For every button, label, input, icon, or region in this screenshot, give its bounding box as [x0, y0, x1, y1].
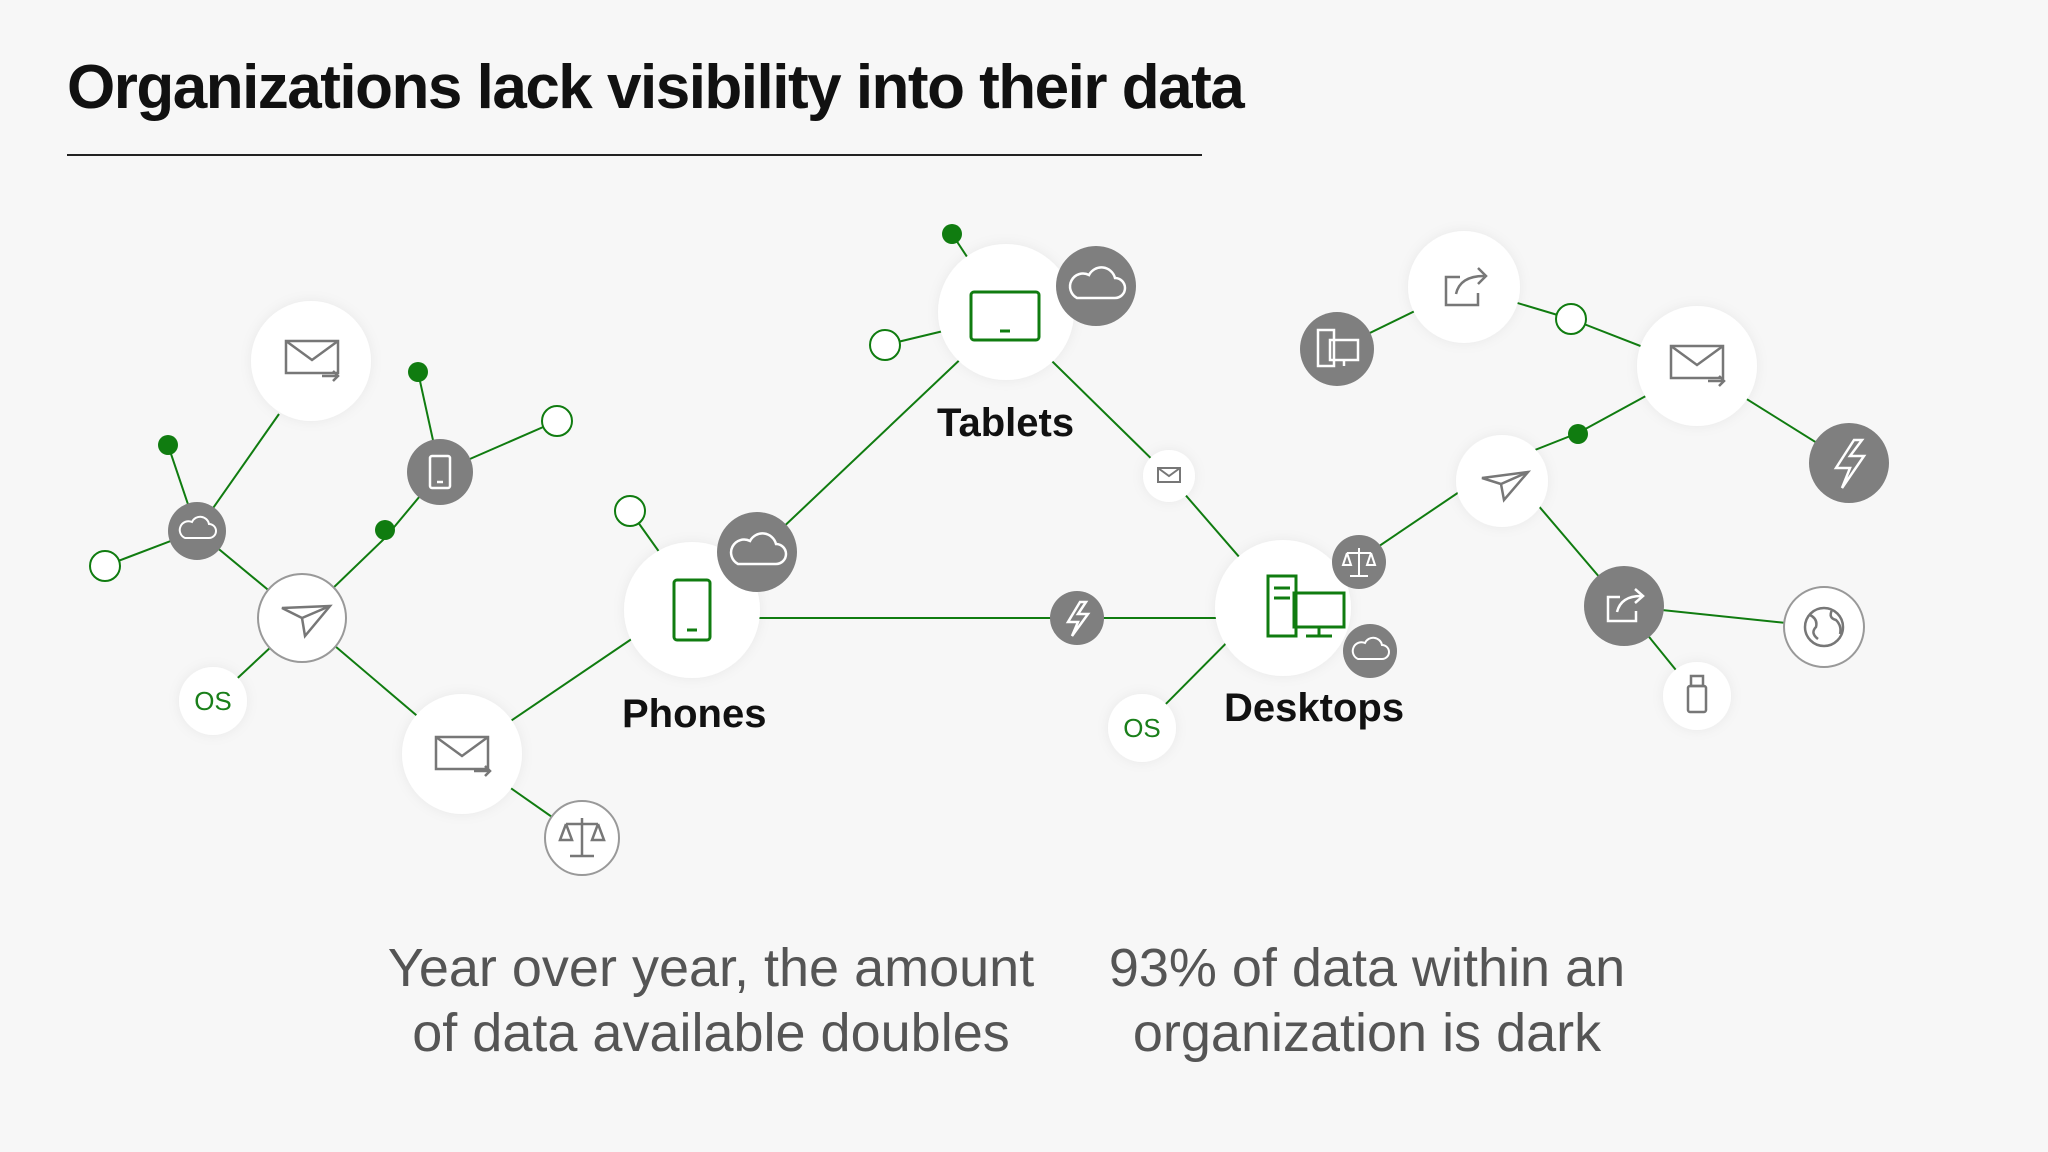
- stat-dark-data: 93% of data within an organization is da…: [1017, 936, 1717, 1066]
- cloud-icon: [178, 515, 217, 539]
- desktop-node-small: [1300, 312, 1374, 386]
- desktops-node: [1215, 540, 1351, 676]
- title-divider: [67, 154, 1202, 156]
- scales-icon: [558, 818, 606, 858]
- share-icon: [1444, 267, 1488, 307]
- desktop-icon: [1266, 574, 1346, 638]
- tablets-label: Tablets: [937, 401, 1075, 445]
- phone-icon: [672, 578, 712, 642]
- share-node-top: [1408, 231, 1520, 343]
- tablets-node: [938, 244, 1074, 380]
- stat-data-growth: Year over year, the amount of data avail…: [361, 936, 1061, 1066]
- usb-node: [1663, 662, 1731, 730]
- lightning-icon: [1833, 438, 1867, 489]
- desktops-label: Desktops: [1224, 686, 1405, 730]
- stat-line: of data available doubles: [412, 1003, 1010, 1063]
- phone-icon: [428, 454, 452, 490]
- lightning-node-right: [1809, 423, 1889, 503]
- tablet-icon: [969, 290, 1041, 342]
- hollow-dots: [89, 303, 1587, 582]
- os-label: OS: [194, 686, 232, 716]
- page-title: Organizations lack visibility into their…: [67, 53, 1245, 122]
- lightning-icon: [1065, 600, 1091, 637]
- os-node-right: [1108, 694, 1176, 762]
- share-node-gray: [1584, 566, 1664, 646]
- send-icon: [1481, 470, 1532, 503]
- send-icon: [281, 604, 333, 639]
- desktop-icon: [1316, 328, 1360, 368]
- hub-nodes: [179, 231, 1757, 814]
- cloud-node-tablets: [1056, 246, 1136, 326]
- mail-icon: [1157, 467, 1181, 483]
- globe-icon: [1803, 606, 1845, 648]
- share-icon: [1606, 588, 1645, 623]
- mail-icon: [434, 735, 492, 777]
- send-node-right: [1456, 435, 1548, 527]
- os-label: OS: [1123, 713, 1161, 743]
- mail-icon: [284, 339, 340, 382]
- cloud-icon: [729, 532, 788, 566]
- stat-line: 93% of data within an: [1108, 938, 1626, 998]
- mail-node-bottom: [402, 694, 522, 814]
- cloud-node-phones: [717, 512, 797, 592]
- cloud-node-desktops: [1343, 624, 1397, 678]
- cloud-icon: [1351, 636, 1390, 660]
- mail-icon: [1669, 344, 1726, 387]
- os-node-left: [179, 667, 247, 735]
- globe-node: [1783, 586, 1865, 668]
- gray-nodes: [168, 246, 1889, 678]
- phone-node-small: [407, 439, 473, 505]
- cloud-node-left: [168, 502, 226, 560]
- cloud-icon: [1068, 266, 1127, 300]
- scales-icon: [1341, 548, 1377, 577]
- usb-icon: [1686, 674, 1708, 714]
- green-dots: [158, 224, 1588, 540]
- phones-label: Phones: [622, 692, 767, 736]
- mail-node-top: [251, 301, 371, 421]
- stat-line: organization is dark: [1132, 1003, 1602, 1063]
- lightning-node-middle: [1050, 591, 1104, 645]
- stat-line: Year over year, the amount: [387, 938, 1035, 998]
